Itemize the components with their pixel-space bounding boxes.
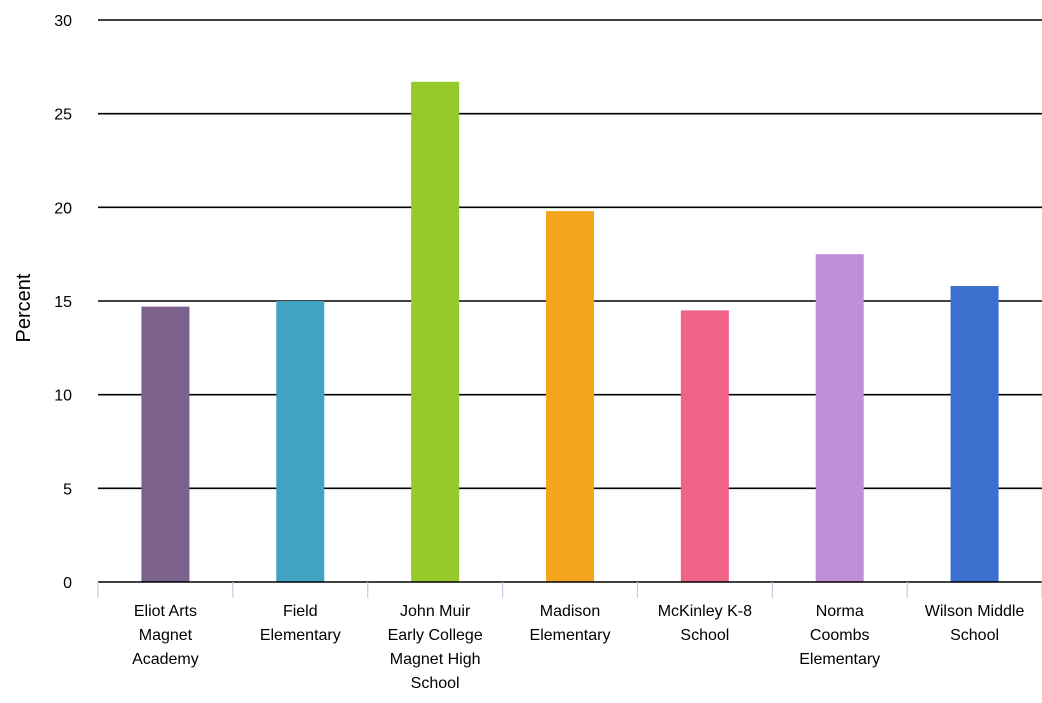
bar-2 <box>276 301 325 582</box>
y-axis-title: Percent <box>13 273 35 342</box>
x-tick-label-line: Early College <box>388 627 483 644</box>
x-axis <box>97 581 1042 598</box>
x-tick-label-line: Field <box>283 603 318 620</box>
x-tick-label-line: Elementary <box>799 651 880 668</box>
y-tick-labels: 0 5 10 15 20 25 30 <box>54 13 72 592</box>
x-tick-label-6: Norma Coombs Elementary <box>799 603 880 668</box>
y-tick-label-10: 10 <box>54 388 72 405</box>
x-tick-label-line: Eliot Arts <box>134 603 197 620</box>
x-tick-label-4: Madison Elementary <box>530 603 611 644</box>
x-tick-label-line: Wilson Middle <box>925 603 1025 620</box>
x-tick-label-3: John Muir Early College Magnet High School <box>388 603 483 692</box>
x-tick-label-2: Field Elementary <box>260 603 341 644</box>
y-tick-label-30: 30 <box>54 13 72 30</box>
x-tick-label-7: Wilson Middle School <box>925 603 1025 644</box>
x-tick-label-line: Norma <box>816 603 864 620</box>
y-tick-label-15: 15 <box>54 294 72 311</box>
x-tick-label-line: Elementary <box>530 627 611 644</box>
y-tick-label-20: 20 <box>54 200 72 217</box>
x-tick-labels: Eliot Arts Magnet Academy Field Elementary Jo… <box>132 603 1024 692</box>
bar-3 <box>411 81 460 582</box>
bar-6 <box>815 254 864 582</box>
x-tick-label-line: Magnet <box>139 627 193 644</box>
bars <box>141 81 999 582</box>
x-tick-label-line: School <box>680 627 729 644</box>
bar-7 <box>950 286 999 582</box>
bar-5 <box>680 310 729 582</box>
y-tick-label-5: 5 <box>63 481 72 498</box>
x-tick-label-line: Coombs <box>810 627 870 644</box>
x-tick-label-line: Madison <box>540 603 600 620</box>
y-tick-label-25: 25 <box>54 107 72 124</box>
x-tick-label-5: McKinley K-8 School <box>658 603 752 644</box>
bar-1 <box>141 306 190 582</box>
x-tick-label-1: Eliot Arts Magnet Academy <box>132 603 199 668</box>
y-tick-label-0: 0 <box>63 575 72 592</box>
x-tick-label-line: McKinley K-8 <box>658 603 752 620</box>
x-tick-label-line: Magnet High <box>390 651 481 668</box>
x-tick-label-line: John Muir <box>400 603 471 620</box>
x-tick-label-line: Elementary <box>260 627 341 644</box>
bar-4 <box>546 211 594 582</box>
x-tick-label-line: School <box>950 627 999 644</box>
x-tick-label-line: School <box>411 675 460 692</box>
x-tick-label-line: Academy <box>132 651 199 668</box>
